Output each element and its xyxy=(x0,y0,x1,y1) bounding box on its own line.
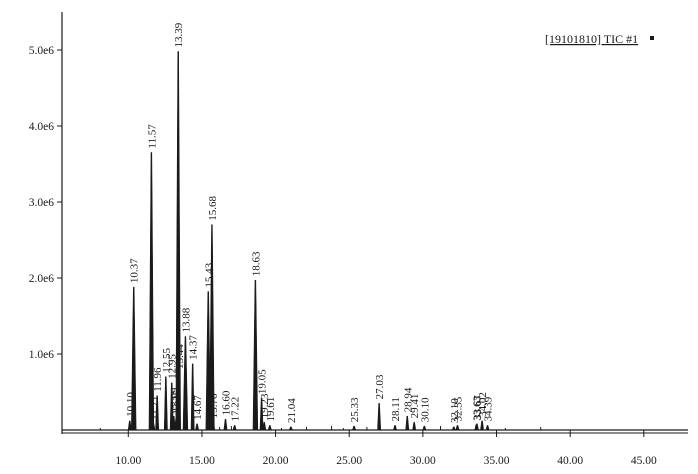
peak-label-14.37: 14.37 xyxy=(188,335,200,360)
peak-16.60 xyxy=(223,419,228,431)
peak-label-13.09: 13.09 xyxy=(169,387,181,412)
y-tick-label: 4.0e6 xyxy=(29,121,54,133)
peak-label-10.37: 10.37 xyxy=(129,258,141,283)
peak-27.03 xyxy=(377,403,382,431)
y-tick-label: 5.0e6 xyxy=(29,45,54,57)
peak-14.67 xyxy=(195,423,200,431)
peak-label-21.04: 21.04 xyxy=(286,398,298,423)
x-tick-label: 35.00 xyxy=(484,455,510,467)
y-tick-label: 2.0e6 xyxy=(29,273,54,285)
peak-34.39 xyxy=(485,425,490,431)
peak-label-34.39: 34.39 xyxy=(483,396,495,421)
peak-15.76 xyxy=(211,422,216,431)
peak-label-30.10: 30.10 xyxy=(419,397,431,422)
peak-19.61 xyxy=(267,425,272,431)
peak-28.11 xyxy=(393,425,398,431)
x-tick-label: 25.00 xyxy=(336,455,362,467)
peak-label-10.10: 10.10 xyxy=(125,392,137,417)
peak-label-27.03: 27.03 xyxy=(374,374,386,399)
peak-32.35 xyxy=(455,425,460,431)
x-tick-label: 40.00 xyxy=(557,455,583,467)
peak-label-32.35: 32.35 xyxy=(452,396,464,421)
peak-14.37 xyxy=(190,363,195,431)
peak-label-13.88: 13.88 xyxy=(180,307,192,332)
peak-label-28.11: 28.11 xyxy=(390,397,402,421)
peak-label-33.67: 33.67 xyxy=(472,395,484,420)
x-tick-label: 45.00 xyxy=(631,455,657,467)
peak-label-15.76: 15.76 xyxy=(208,393,220,418)
peak-label-12.95: 12.95 xyxy=(167,354,179,379)
peak-label-14.67: 14.67 xyxy=(192,395,204,420)
legend-label: [19101810] TIC #1 xyxy=(545,32,638,46)
peak-label-32.10: 32.10 xyxy=(449,398,461,423)
peak-label-11.57: 11.57 xyxy=(146,124,158,149)
peak-label-11.96: 11.96 xyxy=(152,367,164,392)
peak-label-18.63: 18.63 xyxy=(250,251,262,276)
peak-label-13.25: 13.25 xyxy=(171,389,183,414)
peak-13.88 xyxy=(182,336,189,431)
peak-label-33.63: 33.63 xyxy=(471,395,483,420)
legend: [19101810] TIC #1 xyxy=(545,32,654,46)
peak-17.22 xyxy=(232,425,237,431)
legend-marker xyxy=(650,36,654,40)
peak-label-11.71: 11.71 xyxy=(148,396,160,420)
x-tick-label: 15.00 xyxy=(189,455,215,467)
peak-15.43 xyxy=(205,291,211,431)
peak-10.10 xyxy=(127,420,132,431)
peak-label-13.44: 13.44 xyxy=(174,344,186,369)
peak-11.71 xyxy=(151,423,156,431)
chromatogram-trace xyxy=(99,51,542,431)
peak-label-13.39: 13.39 xyxy=(173,22,185,47)
peak-label-19.61: 19.61 xyxy=(265,397,277,422)
peak-34.02 xyxy=(480,420,485,431)
peak-10.37 xyxy=(131,286,137,431)
peak-label-28.94: 28.94 xyxy=(402,387,414,412)
peak-11.96 xyxy=(155,395,160,431)
x-tick-label: 10.00 xyxy=(115,455,141,467)
peak-29.41 xyxy=(412,422,417,431)
peak-label-15.43: 15.43 xyxy=(203,262,215,287)
y-tick-label: 3.0e6 xyxy=(29,197,54,209)
peak-label-19.05: 19.05 xyxy=(257,369,269,394)
peak-label-34.02: 34.02 xyxy=(477,392,489,417)
peak-label-29.41: 29.41 xyxy=(409,394,421,419)
peak-12.55 xyxy=(163,376,168,431)
peak-19.05 xyxy=(259,397,264,431)
peak-label-19.23: 19.23 xyxy=(259,393,271,418)
peak-25.33 xyxy=(352,425,357,431)
x-tick-label: 20.00 xyxy=(263,455,289,467)
peak-label-12.55: 12.55 xyxy=(161,348,173,373)
peak-13.44 xyxy=(177,372,181,431)
peak-33.67 xyxy=(474,423,479,431)
peak-28.94 xyxy=(405,416,410,431)
x-tick-label: 30.00 xyxy=(410,455,436,467)
peak-19.23 xyxy=(262,422,267,431)
peak-30.10 xyxy=(422,425,427,431)
peak-label-25.33: 25.33 xyxy=(349,397,361,422)
peak-label-17.22: 17.22 xyxy=(230,397,242,422)
y-tick-label: 1.0e6 xyxy=(29,349,54,361)
peak-label-15.68: 15.68 xyxy=(207,196,219,221)
peak-18.63 xyxy=(252,279,259,431)
peak-label-16.60: 16.60 xyxy=(220,390,232,415)
peak-32.10 xyxy=(451,426,456,431)
peak-21.04 xyxy=(288,426,293,431)
